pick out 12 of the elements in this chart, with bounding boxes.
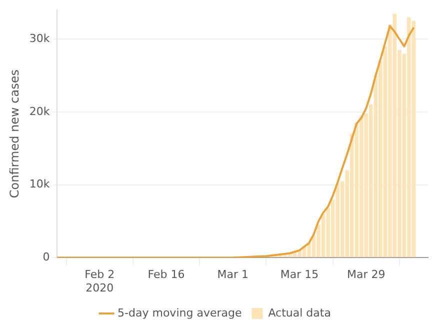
x-tick-label: Feb 2 2020 xyxy=(84,268,115,294)
x-tick-label: Mar 29 xyxy=(347,268,386,282)
legend-label: 5-day moving average xyxy=(118,306,242,320)
x-tick-label: Mar 1 xyxy=(217,268,248,282)
y-tick-label: 10k xyxy=(29,178,50,191)
x-tick-label: Feb 16 xyxy=(148,268,185,282)
legend-label: Actual data xyxy=(268,306,331,320)
y-tick-label: 20k xyxy=(29,104,50,118)
y-axis-title: Confirmed new cases xyxy=(7,70,22,198)
y-tick-label: 30k xyxy=(29,32,50,45)
x-tick-label: Mar 15 xyxy=(280,268,319,282)
y-tick-label: 0 xyxy=(42,250,50,264)
